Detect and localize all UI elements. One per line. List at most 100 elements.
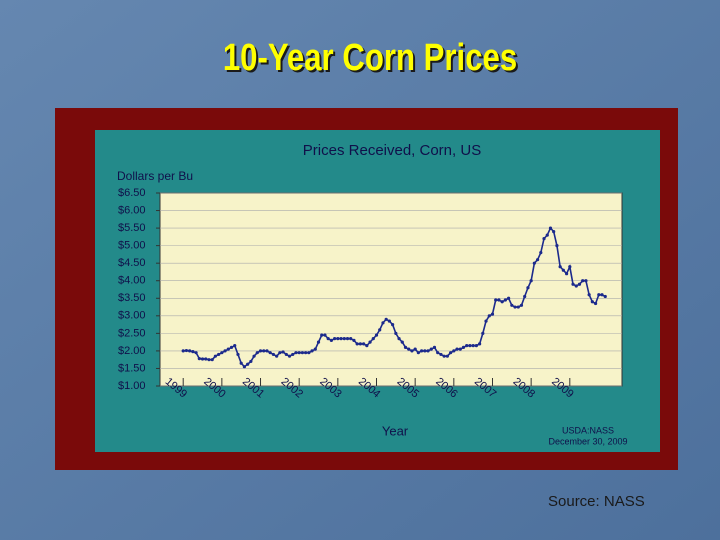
x-axis-label: Year	[382, 423, 409, 438]
point	[494, 298, 498, 302]
point	[391, 322, 395, 327]
note: USDA:NASS	[562, 425, 614, 435]
point	[194, 351, 198, 355]
point	[564, 272, 569, 276]
point	[181, 349, 185, 353]
y-tick-label: $1.50	[118, 362, 146, 374]
y-tick-label: $2.00	[118, 345, 146, 357]
point	[246, 362, 250, 366]
point	[516, 305, 520, 309]
point	[188, 349, 192, 353]
y-tick-label: $2.50	[118, 327, 146, 339]
point	[255, 351, 259, 355]
point	[268, 351, 272, 355]
point	[220, 351, 224, 355]
plot-area	[159, 192, 623, 387]
y-tick-label: $6.50	[118, 187, 146, 199]
point	[490, 312, 495, 316]
point	[526, 286, 530, 290]
point	[262, 349, 266, 353]
point	[278, 351, 282, 355]
source: Source: NASS	[548, 493, 645, 510]
title-shadow: 10-Year Corn Prices	[225, 39, 519, 81]
point	[529, 279, 533, 283]
point	[297, 351, 301, 355]
point	[271, 352, 275, 357]
point	[413, 347, 417, 351]
point	[429, 347, 433, 351]
point	[445, 354, 449, 358]
point	[423, 349, 427, 353]
point	[200, 357, 205, 361]
point	[365, 344, 369, 348]
point	[455, 347, 459, 351]
y-tick-label: $5.50	[118, 222, 146, 234]
point	[313, 347, 317, 351]
point	[378, 328, 382, 332]
point	[265, 349, 269, 353]
point	[568, 265, 572, 269]
point	[539, 251, 543, 255]
point	[233, 344, 237, 348]
point	[561, 268, 565, 272]
point	[465, 344, 469, 348]
chart-title: Prices Received, Corn, US	[303, 142, 481, 159]
point	[242, 365, 246, 369]
point	[426, 349, 430, 353]
point	[555, 244, 559, 248]
point	[545, 233, 549, 237]
point	[497, 298, 501, 302]
point	[593, 301, 598, 306]
point	[304, 351, 308, 355]
point	[381, 321, 385, 325]
point	[294, 351, 298, 355]
point	[432, 345, 437, 349]
point	[310, 349, 314, 353]
point	[597, 293, 601, 297]
point	[600, 293, 604, 297]
point	[577, 282, 582, 286]
point	[371, 337, 375, 341]
point	[439, 352, 443, 357]
y-tick-label: $6.00	[118, 204, 146, 216]
point	[397, 337, 401, 341]
point	[407, 347, 411, 351]
point	[458, 347, 462, 351]
point	[374, 333, 379, 337]
y-tick-label: $1.00	[118, 380, 146, 392]
point	[349, 337, 353, 341]
y-tick-label: $4.50	[118, 257, 146, 269]
point	[329, 338, 333, 342]
point	[474, 344, 478, 348]
slide-title: 10-Year Corn Prices	[223, 37, 517, 79]
point	[207, 358, 211, 362]
point	[513, 305, 517, 309]
y-tick-label: $3.50	[118, 292, 146, 304]
point	[581, 279, 585, 283]
point	[210, 358, 214, 362]
point	[336, 337, 340, 341]
y-tick-label: $5.00	[118, 240, 146, 252]
point	[362, 342, 366, 346]
point	[461, 345, 466, 349]
point	[368, 340, 372, 344]
point	[300, 351, 304, 355]
point	[552, 230, 556, 234]
point	[204, 357, 208, 361]
point	[320, 333, 324, 337]
y-tick-label: $4.00	[118, 275, 146, 287]
point	[284, 352, 288, 357]
point	[355, 342, 359, 346]
point	[342, 337, 346, 341]
point	[519, 303, 524, 307]
point	[436, 351, 440, 355]
point	[323, 333, 327, 337]
point	[478, 342, 482, 346]
point	[449, 351, 453, 355]
point	[394, 331, 398, 335]
note: December 30, 2009	[548, 436, 627, 446]
point	[307, 351, 311, 355]
point	[536, 258, 540, 262]
point	[542, 237, 546, 241]
point	[249, 359, 253, 364]
